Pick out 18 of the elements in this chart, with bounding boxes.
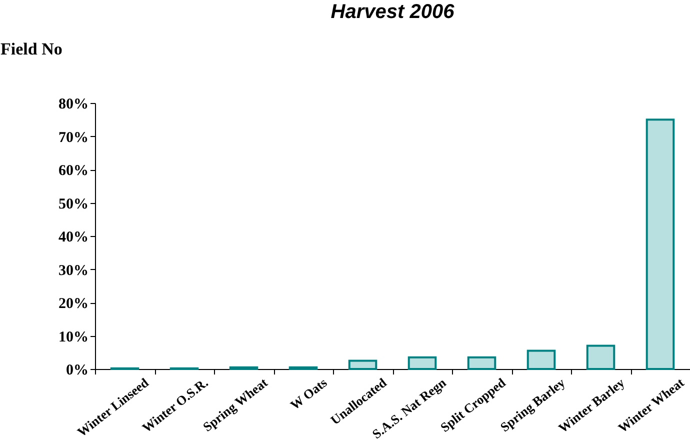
y-tick-label: 60% [58,163,88,179]
bar [467,356,496,370]
chart-title: Harvest 2006 [330,1,456,23]
bar [526,350,556,370]
y-tick-label: 40% [58,230,88,246]
bar [586,344,616,370]
y-tick-label: 30% [58,262,88,279]
bar [408,356,437,370]
x-tick-label: W Oats [287,374,330,413]
y-tick-label: 0% [66,362,88,378]
y-tick-label: 20% [58,296,88,312]
y-tick-label: 80% [58,96,88,112]
y-tick-label: 10% [58,329,88,346]
bar [348,360,378,370]
y-axis-title: Field No [0,40,62,58]
bar [646,118,675,370]
y-tick-label: 70% [58,130,88,146]
y-tick-label: 50% [58,196,88,212]
